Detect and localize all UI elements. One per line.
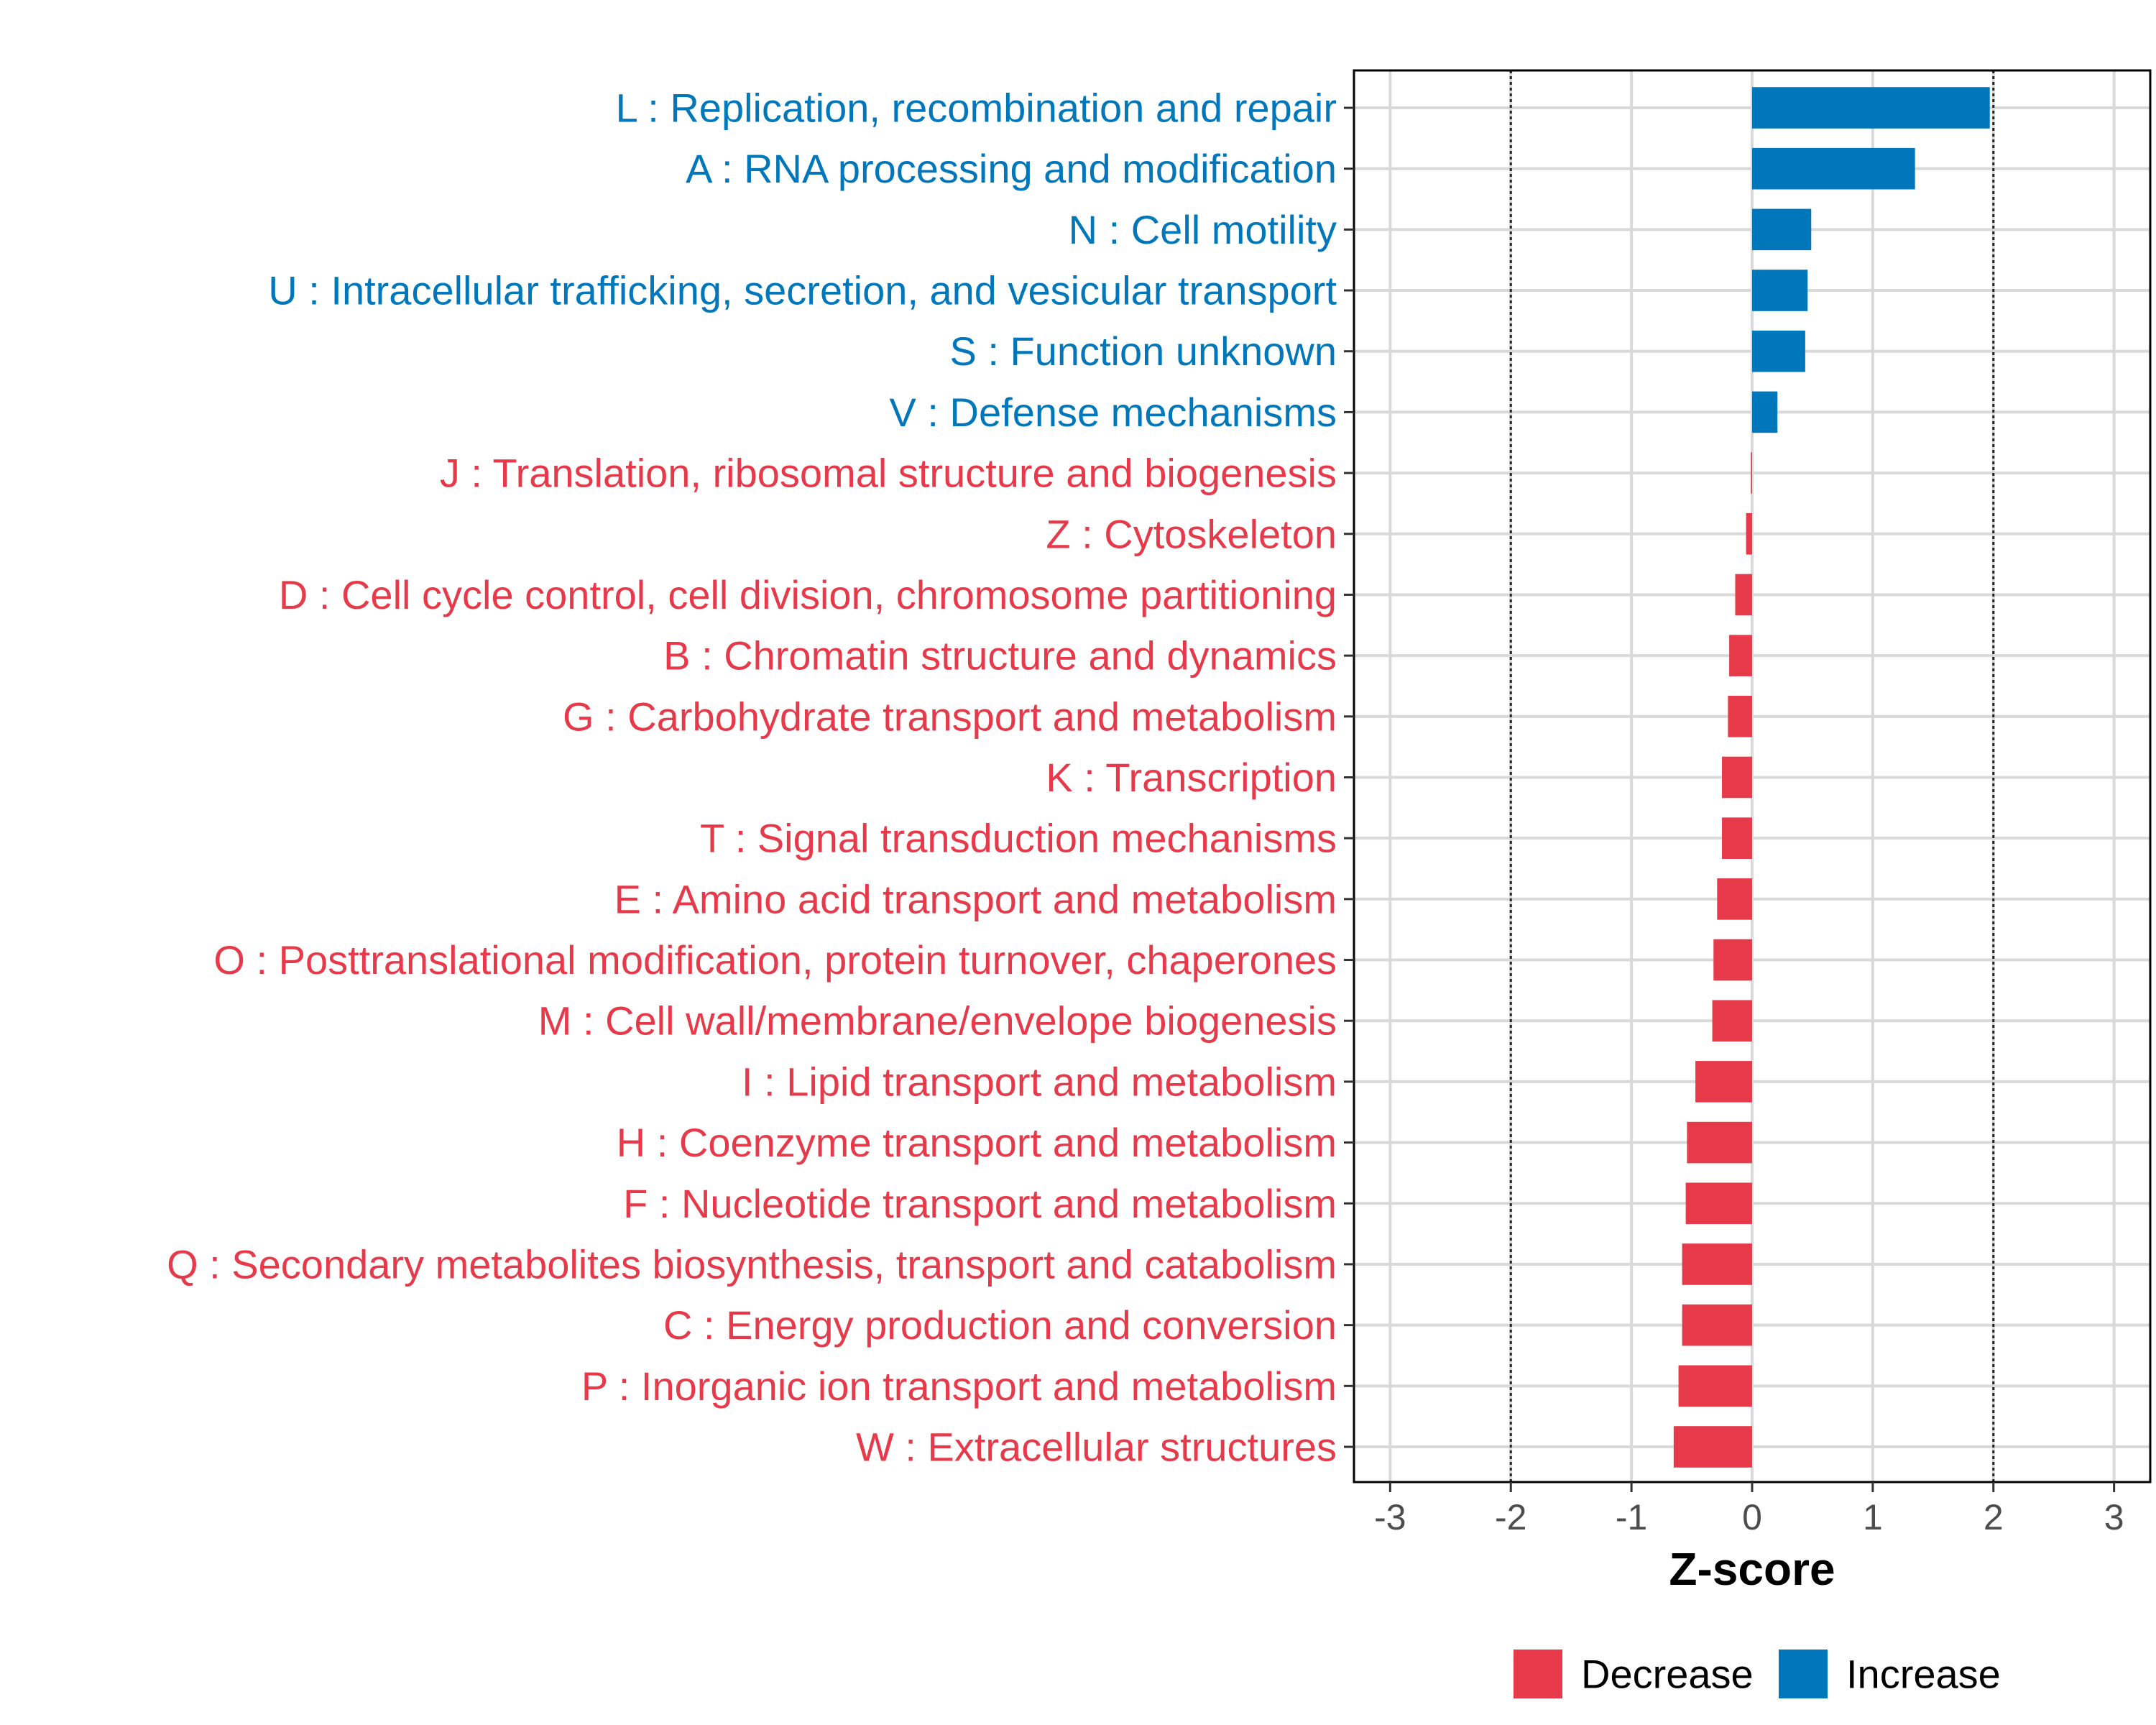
category-label: T : Signal transduction mechanisms [700, 816, 1337, 861]
bar [1752, 270, 1808, 311]
category-label: F : Nucleotide transport and metabolism [623, 1181, 1337, 1226]
category-label: S : Function unknown [949, 328, 1337, 374]
bar [1712, 1000, 1752, 1042]
legend-label: Increase [1846, 1652, 2001, 1697]
bars [1673, 87, 1990, 1468]
bar [1682, 1304, 1752, 1346]
bar [1746, 512, 1752, 555]
category-label: O : Posttranslational modification, prot… [213, 937, 1337, 983]
bar [1713, 939, 1752, 981]
x-tick-label: -2 [1495, 1497, 1526, 1537]
bar [1678, 1365, 1752, 1407]
bar [1673, 1426, 1752, 1468]
category-label: U : Intracellular trafficking, secretion… [268, 268, 1337, 313]
bar [1752, 330, 1805, 372]
category-label: L : Replication, recombination and repai… [616, 86, 1337, 131]
legend: Decrease Increase [1514, 1650, 2001, 1698]
bar [1735, 574, 1752, 616]
category-label: M : Cell wall/membrane/envelope biogenes… [538, 998, 1337, 1044]
bar [1722, 817, 1752, 859]
category-label: N : Cell motility [1069, 207, 1337, 252]
category-label: E : Amino acid transport and metabolism [614, 876, 1337, 921]
bar [1687, 1121, 1752, 1164]
legend-label: Decrease [1581, 1652, 1754, 1697]
bar [1682, 1243, 1752, 1285]
category-label: H : Coenzyme transport and metabolism [617, 1120, 1337, 1165]
bar [1728, 696, 1752, 737]
bar [1752, 147, 1915, 190]
category-label: K : Transcription [1046, 755, 1337, 800]
bar [1752, 208, 1812, 251]
x-tick-label: -3 [1374, 1497, 1406, 1537]
x-tick-label: -1 [1616, 1497, 1647, 1537]
bar [1729, 635, 1752, 676]
x-axis-title: Z-score [1669, 1543, 1835, 1595]
category-label: A : RNA processing and modification [686, 146, 1337, 191]
category-label: D : Cell cycle control, cell division, c… [279, 572, 1337, 617]
category-label: P : Inorganic ion transport and metaboli… [581, 1363, 1337, 1409]
bar [1685, 1182, 1752, 1225]
x-axis: -3 -2 -1 0 1 2 3 [1374, 1482, 2124, 1537]
category-label: G : Carbohydrate transport and metabolis… [563, 694, 1337, 739]
category-label: Z : Cytoskeleton [1046, 511, 1337, 556]
category-label: Q : Secondary metabolites biosynthesis, … [167, 1241, 1337, 1287]
legend-swatch [1514, 1650, 1562, 1698]
bar [1722, 756, 1752, 799]
bar [1717, 878, 1752, 920]
x-tick-label: 3 [2104, 1497, 2124, 1537]
category-label: C : Energy production and conversion [663, 1302, 1337, 1348]
x-tick-label: 1 [1863, 1497, 1883, 1537]
category-label: W : Extracellular structures [856, 1425, 1337, 1470]
bar [1752, 391, 1778, 433]
x-tick-label: 2 [1984, 1497, 2004, 1537]
legend-swatch [1779, 1650, 1828, 1698]
category-label: B : Chromatin structure and dynamics [663, 633, 1337, 678]
bar [1751, 452, 1752, 494]
bar [1695, 1061, 1752, 1103]
y-axis: L : Replication, recombination and repai… [167, 86, 1354, 1470]
category-label: V : Defense mechanisms [890, 390, 1337, 435]
category-label: J : Translation, ribosomal structure and… [440, 451, 1337, 496]
category-label: I : Lipid transport and metabolism [742, 1059, 1337, 1104]
x-tick-label: 0 [1742, 1497, 1762, 1537]
bar [1752, 87, 1990, 129]
